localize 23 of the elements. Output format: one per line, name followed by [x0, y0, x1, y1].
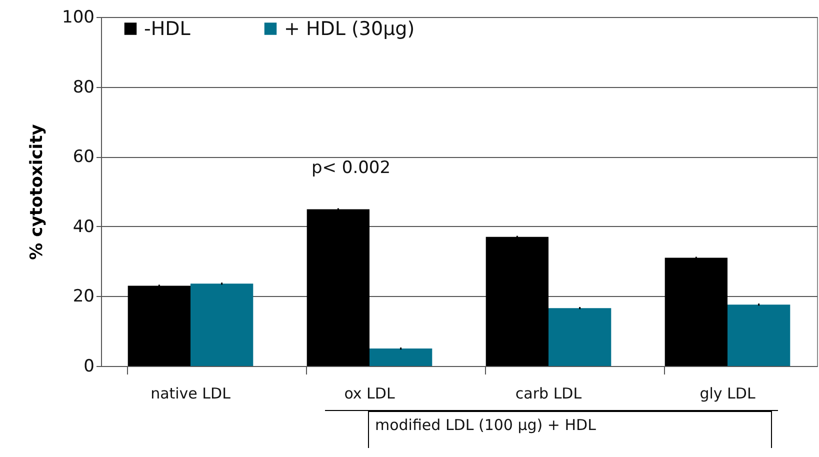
- bar: [548, 308, 612, 366]
- x-tick-label: ox LDL: [344, 384, 396, 402]
- y-axis-title: % cytotoxicity: [27, 124, 48, 260]
- y-tick-label: 0: [84, 356, 94, 376]
- bar: [128, 286, 190, 366]
- y-tick-label: 20: [72, 286, 94, 307]
- bar: [190, 284, 254, 366]
- bar: [370, 348, 432, 366]
- y-tick-label: 60: [72, 147, 94, 168]
- bar: [486, 236, 548, 366]
- x-tick-label: gly LDL: [700, 384, 756, 402]
- legend-label: + HDL (30µg): [284, 18, 415, 40]
- x-tick-label: native LDL: [150, 384, 232, 402]
- legend-label: -HDL: [144, 18, 191, 40]
- text: modified LDL (100 µg) + HDL: [368, 411, 772, 448]
- annotation: p< 0.002: [311, 158, 391, 178]
- x-tick-label: carb LDL: [515, 384, 582, 402]
- bar: [728, 304, 790, 366]
- y-tick-label: 100: [62, 8, 94, 28]
- bar: [306, 209, 370, 366]
- y-tick-label: 80: [72, 77, 94, 98]
- bar: [664, 258, 728, 366]
- y-tick-label: 40: [72, 216, 94, 237]
